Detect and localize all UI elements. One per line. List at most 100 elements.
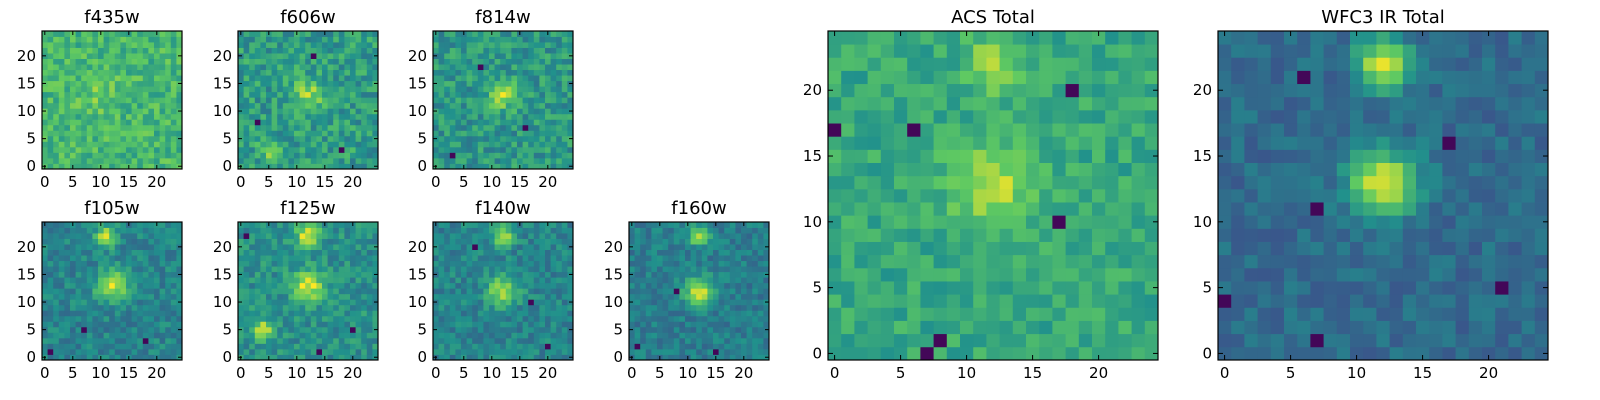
heatmap-cell — [170, 354, 177, 361]
heatmap-cell — [511, 36, 518, 43]
heatmap-cell — [137, 315, 144, 322]
heatmap-cell — [946, 267, 961, 282]
heatmap-cell — [131, 271, 138, 278]
heatmap-cell — [126, 238, 132, 245]
heatmap-cell — [640, 299, 647, 306]
heatmap-cell — [344, 146, 351, 153]
heatmap-cell — [556, 102, 563, 109]
heatmap-cell — [455, 42, 462, 48]
heatmap-cell — [533, 249, 540, 256]
heatmap-cell — [455, 36, 462, 43]
y-tick-label: 0 — [417, 157, 427, 175]
heatmap-cell — [366, 288, 373, 295]
heatmap-cell — [344, 91, 351, 98]
heatmap-cell — [539, 80, 546, 87]
heatmap-cell — [561, 266, 568, 273]
heatmap-cell — [81, 152, 88, 159]
heatmap-cell — [366, 310, 373, 317]
heatmap-cell — [449, 271, 456, 278]
heatmap-cell — [1026, 241, 1040, 256]
heatmap-cell — [511, 260, 518, 267]
heatmap-cell — [294, 47, 300, 54]
axes-frame — [628, 221, 770, 361]
heatmap-cell — [98, 293, 104, 300]
heatmap-cell — [556, 36, 563, 43]
heatmap-cell — [438, 64, 445, 71]
heatmap-cell — [86, 227, 93, 234]
heatmap-cell — [500, 141, 507, 148]
heatmap-cell — [533, 86, 540, 93]
heatmap-cell — [500, 332, 507, 339]
heatmap-cell — [539, 157, 546, 164]
heatmap-cell — [361, 222, 368, 228]
heatmap-cell — [494, 282, 501, 289]
heatmap-cell — [271, 97, 278, 104]
heatmap-cell — [449, 152, 456, 159]
heatmap-cell — [489, 36, 495, 43]
heatmap-cell — [154, 299, 160, 306]
heatmap-cell — [511, 249, 518, 256]
heatmap-cell — [42, 343, 48, 350]
heatmap-cell — [472, 310, 479, 317]
heatmap-cell — [333, 58, 340, 65]
heatmap-cell — [64, 266, 71, 273]
heatmap-cell — [483, 80, 490, 87]
heatmap-cell — [86, 108, 93, 115]
heatmap-cell — [165, 86, 172, 93]
heatmap-cell — [673, 332, 680, 339]
heatmap-cell — [327, 58, 334, 65]
heatmap-cell — [489, 58, 495, 65]
heatmap-cell — [517, 124, 523, 131]
heatmap-cell — [511, 304, 518, 311]
heatmap-cell — [288, 36, 295, 43]
heatmap-cell — [539, 244, 546, 250]
heatmap-cell — [854, 281, 868, 295]
heatmap-cell — [154, 75, 160, 82]
heatmap-cell — [629, 310, 635, 317]
heatmap-cell — [294, 326, 300, 333]
heatmap-cell — [449, 42, 456, 48]
heatmap-cell — [243, 108, 250, 115]
heatmap-cell — [472, 343, 479, 350]
heatmap-cell — [277, 310, 284, 317]
heatmap-cell — [260, 146, 267, 153]
heatmap-cell — [522, 310, 529, 317]
heatmap-cell — [533, 266, 540, 273]
heatmap-cell — [533, 244, 540, 250]
heatmap-cell — [344, 64, 351, 71]
heatmap-cell — [645, 266, 652, 273]
heatmap-cell — [53, 58, 60, 65]
heatmap-cell — [142, 36, 149, 43]
heatmap-cell — [494, 124, 501, 131]
heatmap-cell — [1118, 228, 1132, 242]
heatmap-cell — [92, 146, 99, 153]
heatmap-cell — [288, 91, 295, 98]
heatmap-cell — [254, 47, 261, 54]
heatmap-cell — [266, 157, 272, 164]
heatmap-cell — [98, 47, 104, 54]
heatmap-cell — [114, 348, 121, 355]
heatmap-cell — [854, 202, 868, 216]
heatmap-cell — [299, 260, 306, 267]
heatmap-cell — [361, 282, 368, 289]
heatmap-cell — [556, 42, 563, 48]
heatmap-cell — [522, 141, 529, 148]
heatmap-cell — [254, 354, 261, 361]
heatmap-cell — [696, 332, 703, 339]
heatmap-cell — [696, 255, 703, 262]
heatmap-cell — [629, 293, 635, 300]
heatmap-cell — [561, 141, 568, 148]
heatmap-cell — [511, 91, 518, 98]
heatmap-cell — [92, 244, 99, 250]
heatmap-cell — [81, 64, 88, 71]
heatmap-cell — [455, 255, 462, 262]
heatmap-cell — [986, 228, 1000, 242]
heatmap-cell — [70, 135, 76, 142]
heatmap-cell — [170, 91, 177, 98]
heatmap-cell — [299, 53, 306, 59]
heatmap-cell — [338, 108, 345, 115]
heatmap-cell — [550, 227, 557, 234]
heatmap-cell — [483, 332, 490, 339]
heatmap-cell — [645, 233, 652, 239]
heatmap-cell — [277, 282, 284, 289]
